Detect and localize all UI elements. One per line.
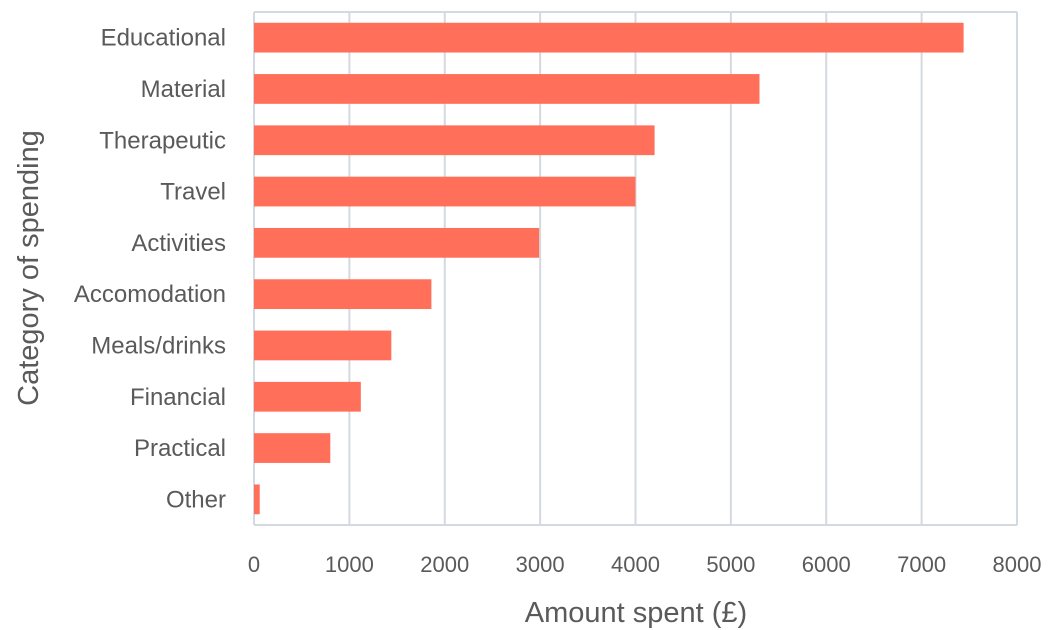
y-axis-title: Category of spending [13, 130, 45, 406]
category-label-travel: Travel [160, 179, 226, 206]
x-tick-label-6000: 6000 [802, 552, 851, 577]
category-label-accomodation: Accomodation [74, 281, 226, 308]
bar-travel [254, 176, 636, 207]
bars [254, 22, 964, 515]
bar-activities [254, 227, 540, 258]
plot-frame [254, 11, 1017, 526]
x-tick-label-8000: 8000 [993, 552, 1042, 577]
x-axis-title: Amount spent (£) [525, 597, 747, 629]
bar-material [254, 74, 760, 104]
category-label-practical: Practical [134, 435, 226, 462]
x-tick-labels: 0 1000 2000 3000 4000 5000 6000 7000 8000 [248, 552, 1042, 577]
category-label-material: Material [141, 76, 226, 103]
category-labels: Educational Material Therapeutic Travel Acti… [74, 25, 226, 514]
category-label-therapeutic: Therapeutic [99, 127, 226, 154]
category-label-activities: Activities [131, 230, 226, 257]
bar-practical [254, 433, 331, 463]
bar-educational [254, 22, 964, 53]
x-tick-label-3000: 3000 [516, 552, 565, 577]
bar-meals-drinks [254, 330, 392, 361]
bar-other [254, 484, 260, 515]
x-tick-label-5000: 5000 [706, 552, 755, 577]
x-tick-label-7000: 7000 [897, 552, 946, 577]
x-tick-label-0: 0 [248, 552, 260, 577]
x-tick-label-2000: 2000 [420, 552, 469, 577]
x-tick-label-1000: 1000 [325, 552, 374, 577]
category-label-financial: Financial [130, 384, 226, 411]
bar-accomodation [254, 279, 432, 310]
x-tick-label-4000: 4000 [611, 552, 660, 577]
category-label-meals-drinks: Meals/drinks [91, 332, 226, 359]
bar-therapeutic [254, 125, 655, 156]
bar-financial [254, 381, 361, 412]
category-label-other: Other [166, 486, 226, 513]
category-label-educational: Educational [101, 25, 226, 52]
